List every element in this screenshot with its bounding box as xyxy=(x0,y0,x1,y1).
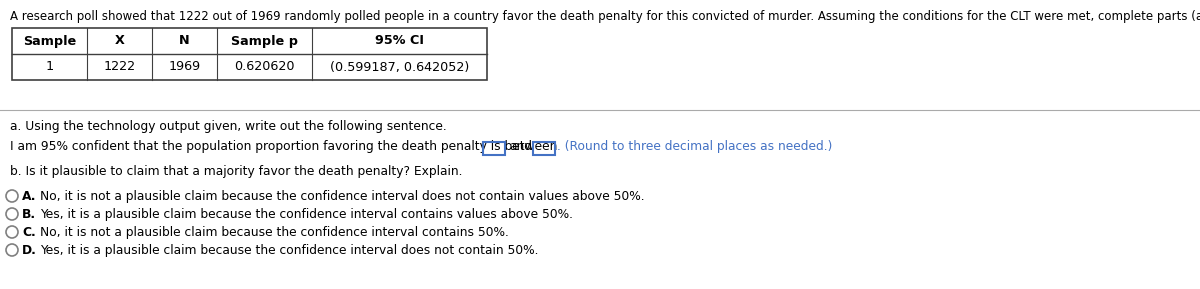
Text: . (Round to three decimal places as needed.): . (Round to three decimal places as need… xyxy=(557,140,833,153)
Text: No, it is not a plausible claim because the confidence interval contains 50%.: No, it is not a plausible claim because … xyxy=(40,226,509,239)
Text: 0.620620: 0.620620 xyxy=(234,60,295,73)
Text: 1: 1 xyxy=(46,60,54,73)
Text: I am 95% confident that the population proportion favoring the death penalty is : I am 95% confident that the population p… xyxy=(10,140,557,153)
Text: Yes, it is a plausible claim because the confidence interval does not contain 50: Yes, it is a plausible claim because the… xyxy=(40,244,539,257)
Text: (0.599187, 0.642052): (0.599187, 0.642052) xyxy=(330,60,469,73)
Text: No, it is not a plausible claim because the confidence interval does not contain: No, it is not a plausible claim because … xyxy=(40,190,644,203)
Text: a. Using the technology output given, write out the following sentence.: a. Using the technology output given, wr… xyxy=(10,120,446,133)
Text: Yes, it is a plausible claim because the confidence interval contains values abo: Yes, it is a plausible claim because the… xyxy=(40,208,574,221)
Text: 95% CI: 95% CI xyxy=(374,34,424,47)
Text: D.: D. xyxy=(22,244,37,257)
Text: 1969: 1969 xyxy=(168,60,200,73)
Bar xyxy=(12,28,487,80)
Text: Sample: Sample xyxy=(23,34,76,47)
Text: and: and xyxy=(509,140,532,153)
Text: C.: C. xyxy=(22,226,36,239)
Text: A research poll showed that 1222 out of 1969 randomly polled people in a country: A research poll showed that 1222 out of … xyxy=(10,10,1200,23)
Text: A.: A. xyxy=(22,190,36,203)
Text: b. Is it plausible to claim that a majority favor the death penalty? Explain.: b. Is it plausible to claim that a major… xyxy=(10,165,462,178)
Bar xyxy=(533,142,554,155)
Text: N: N xyxy=(179,34,190,47)
Bar xyxy=(482,142,505,155)
Text: Sample p: Sample p xyxy=(230,34,298,47)
Text: B.: B. xyxy=(22,208,36,221)
Text: 1222: 1222 xyxy=(103,60,136,73)
Text: X: X xyxy=(114,34,125,47)
